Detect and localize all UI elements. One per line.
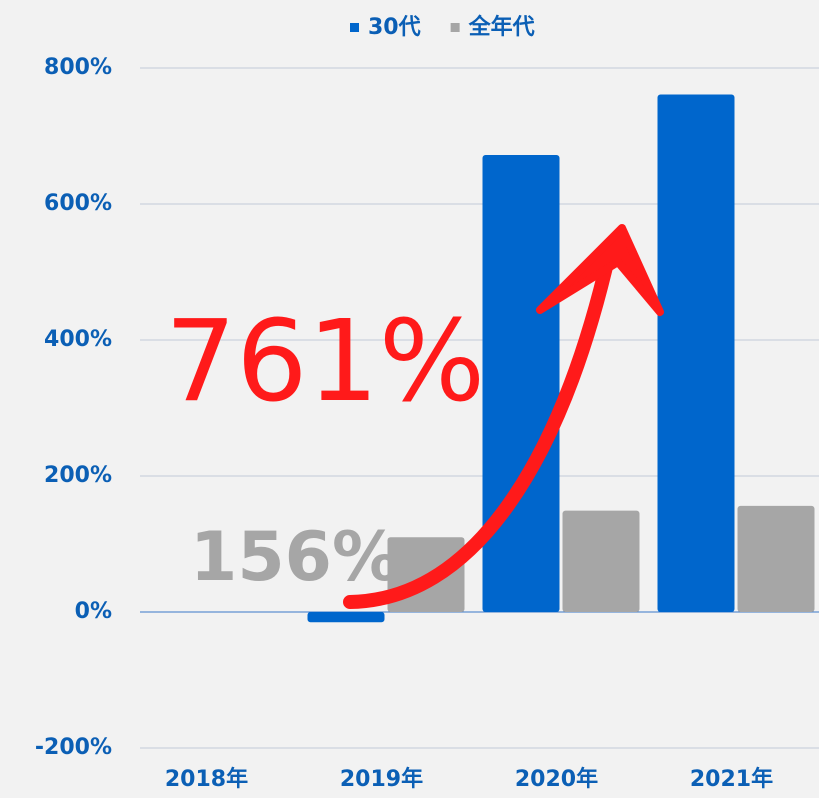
x-tick-label: 2019年 — [340, 766, 423, 792]
legend-label: 30代 — [368, 15, 421, 40]
bar — [482, 155, 560, 613]
labels: -200% 0% 200% 400% 600% 800% 2018年 2019年 2020年 20… — [35, 14, 773, 792]
bar — [562, 510, 640, 612]
arrow — [343, 243, 617, 609]
bars — [307, 94, 815, 623]
bar — [657, 94, 735, 612]
y-tick-label: 200% — [44, 463, 112, 488]
bar — [307, 612, 385, 623]
y-tick-label: 800% — [44, 55, 112, 80]
legend-swatch — [350, 23, 359, 32]
annotation: 156% — [190, 518, 400, 597]
x-tick-label: 2021年 — [690, 766, 773, 792]
legend-swatch — [450, 23, 460, 32]
y-tick-label: 400% — [44, 327, 112, 352]
arrow-head — [536, 224, 664, 316]
y-tick-label: -200% — [35, 735, 112, 760]
legend-label: 全年代 — [468, 14, 535, 40]
x-tick-label: 2020年 — [515, 766, 598, 792]
x-tick-label: 2018年 — [165, 766, 248, 792]
bar — [737, 505, 815, 612]
annotation: 761% — [165, 297, 485, 427]
y-tick-label: 600% — [44, 191, 112, 216]
y-tick-label: 0% — [75, 599, 112, 624]
grid — [140, 67, 819, 749]
